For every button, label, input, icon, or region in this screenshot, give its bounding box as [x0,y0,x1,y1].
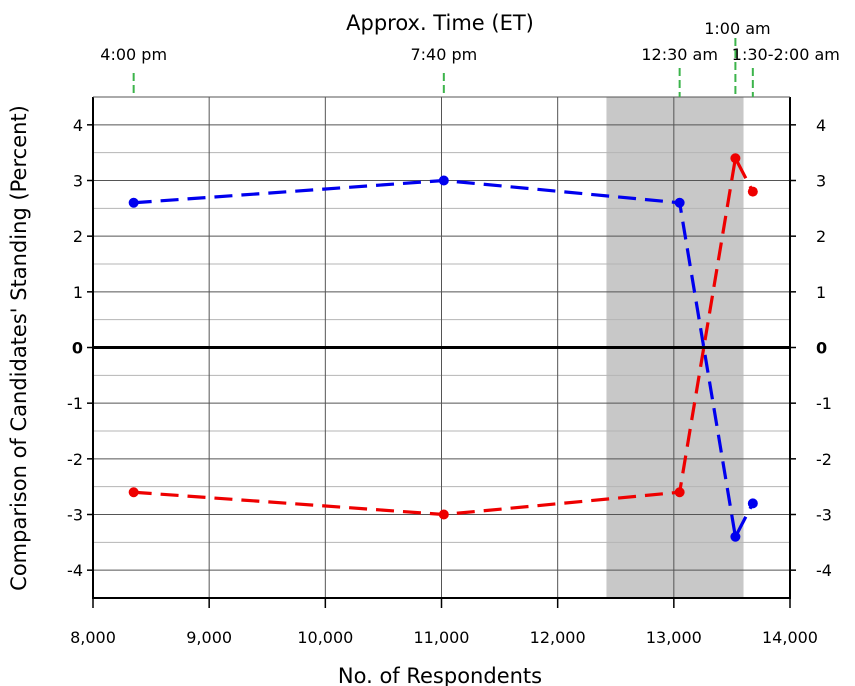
y-axis-title: Comparison of Candidates' Standing (Perc… [7,105,31,591]
series-2-point [730,153,741,164]
y-tick-label-right: 4 [816,116,826,135]
x-tick-label: 11,000 [414,628,470,647]
series-1-point [730,531,741,542]
y-tick-label-right: 0 [816,339,827,358]
x-tick-label: 8,000 [70,628,116,647]
series-2-point [438,509,449,520]
x-tick-label: 9,000 [186,628,232,647]
series-1-point [747,498,758,509]
y-tick-label-left: 0 [72,339,83,358]
series-1-point [128,197,139,208]
y-tick-label-right: -4 [816,561,832,580]
y-tick-label-left: -2 [67,450,83,469]
y-tick-label-right: 3 [816,172,826,191]
y-tick-label-right: 2 [816,227,826,246]
x-tick-label: 12,000 [530,628,586,647]
top-time-label: 4:00 pm [100,45,167,64]
series-1-point [438,175,449,186]
series-2-point [128,487,139,498]
y-tick-label-left: 3 [73,172,83,191]
series-2-point [674,487,685,498]
top-time-label: 12:30 am [641,45,718,64]
y-tick-label-left: -1 [67,394,83,413]
series-layer [128,153,758,542]
y-tick-label-left: 2 [73,227,83,246]
ticks-layer: -4 -4 -3 -3 -2 -2 -1 -1 0 0 1 1 2 2 3 3 4 4 8,000 9,000 10,0… [67,116,832,647]
top-time-label: 1:00 am [704,19,770,38]
top-axis-title: Approx. Time (ET) [346,11,534,35]
top-time-label: 7:40 pm [410,45,477,64]
x-tick-label: 14,000 [762,628,818,647]
x-tick-label: 10,000 [297,628,353,647]
y-tick-label-left: -3 [67,506,83,525]
y-tick-label-right: -3 [816,506,832,525]
x-tick-label: 13,000 [646,628,702,647]
series-1-point [674,197,685,208]
y-tick-label-right: -2 [816,450,832,469]
top-axis-layer: 4:00 pm 7:40 pm 12:30 am 1:00 am 1:30-2:00 a… [100,19,840,97]
y-tick-label-left: 1 [73,283,83,302]
top-time-label: 1:30-2:00 am [732,45,840,64]
series-2-point [747,186,758,197]
y-tick-label-left: 4 [73,116,83,135]
x-axis-title: No. of Respondents [338,664,542,686]
y-tick-label-right: -1 [816,394,832,413]
y-tick-label-right: 1 [816,283,826,302]
y-tick-label-left: -4 [67,561,83,580]
